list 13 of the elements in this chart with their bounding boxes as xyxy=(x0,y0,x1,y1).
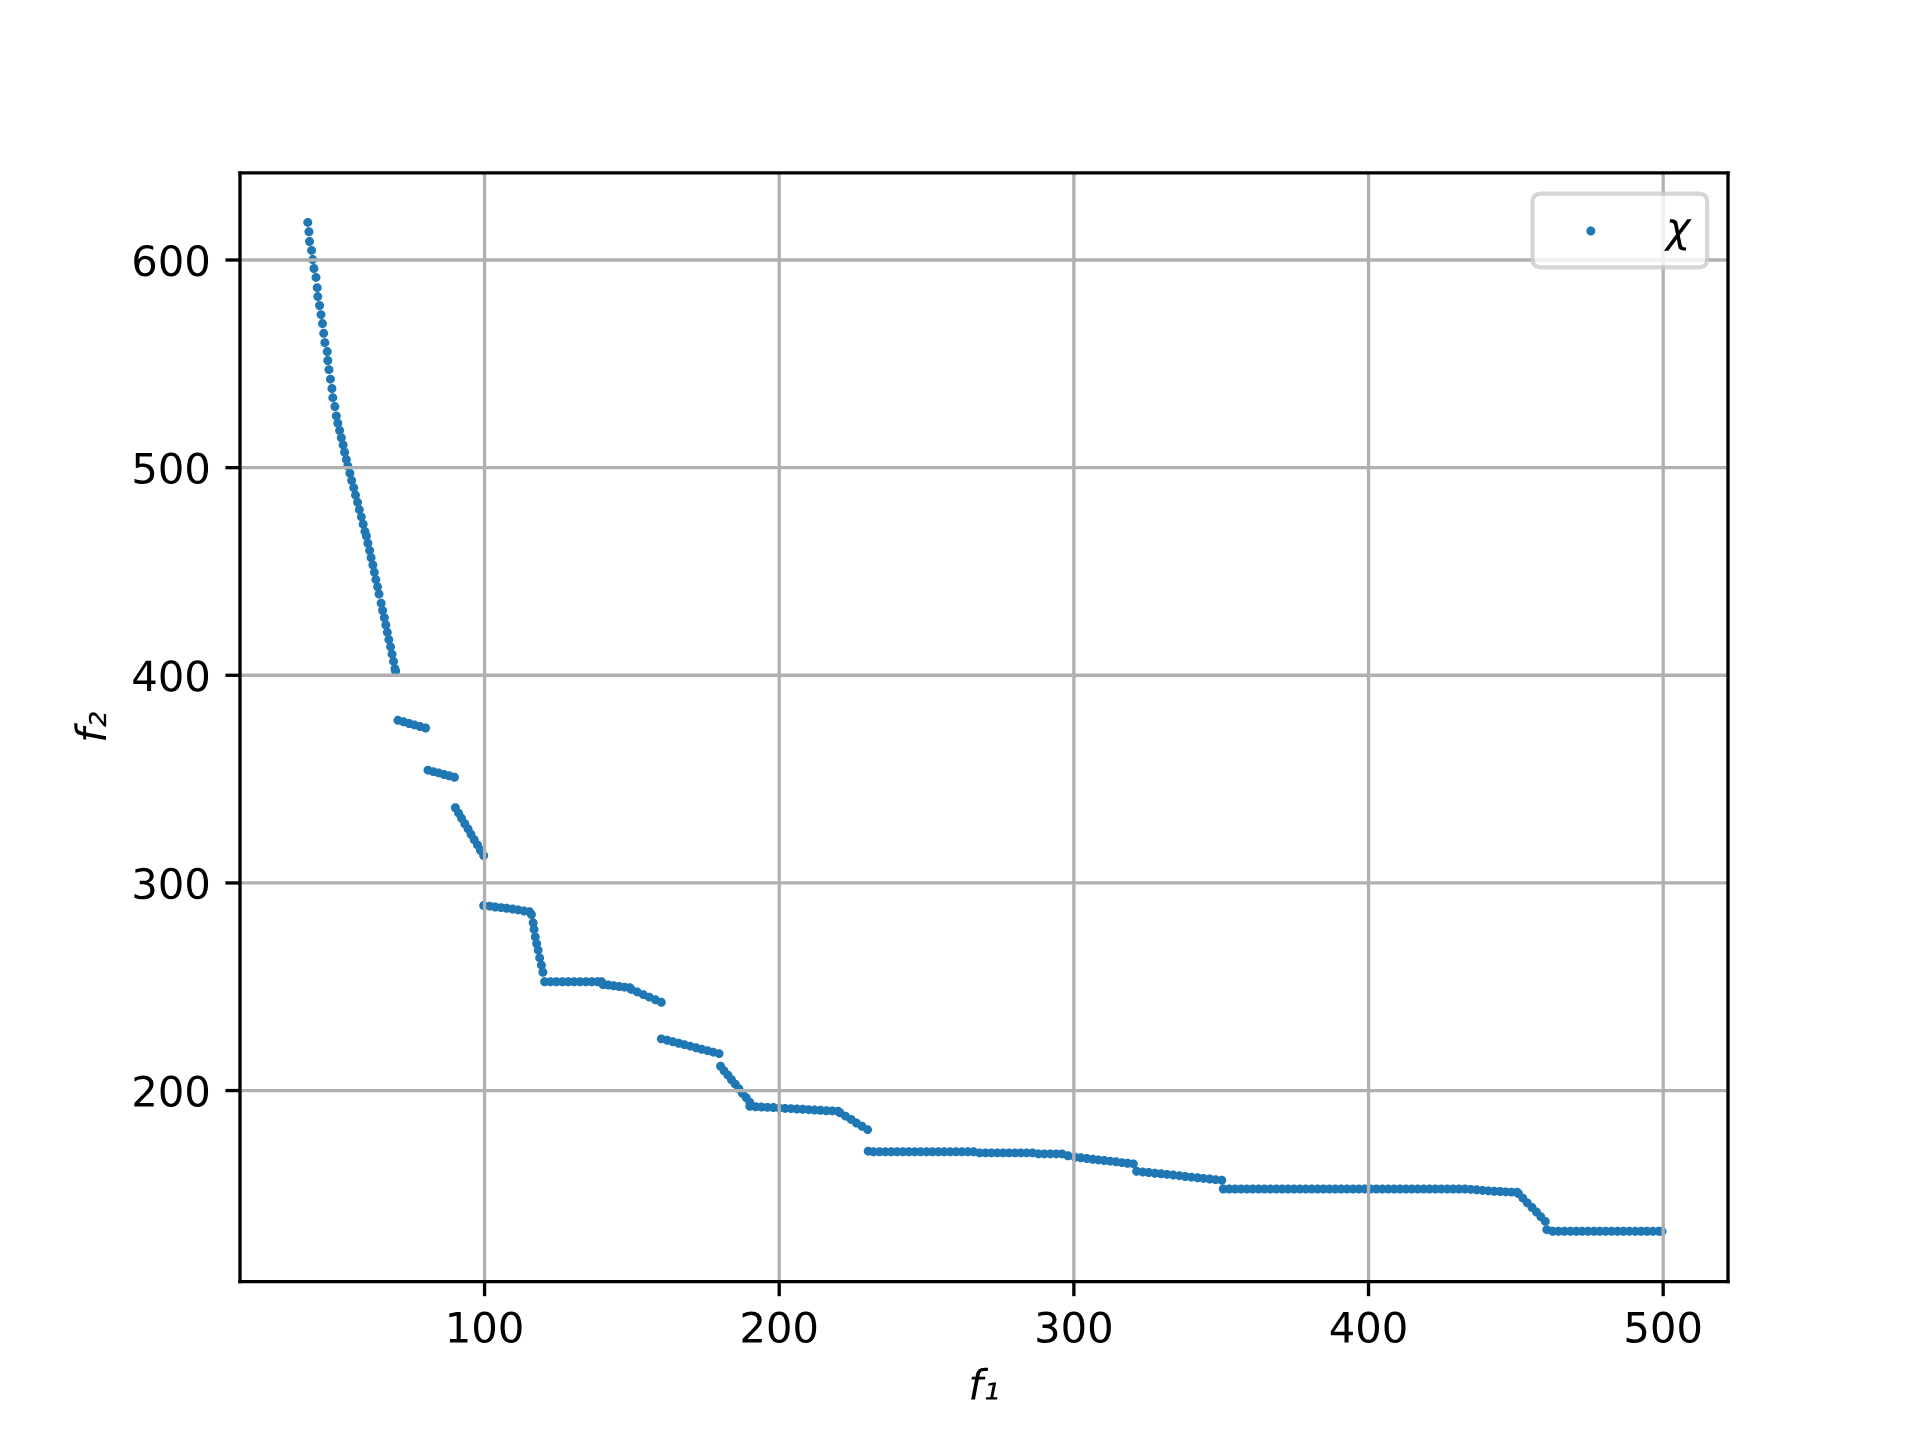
legend-label: χ xyxy=(1663,219,1692,251)
y-tick-label: 200 xyxy=(134,1075,209,1107)
x-tick-label: 200 xyxy=(742,1311,817,1344)
x-tick-label: 300 xyxy=(1037,1311,1111,1344)
y-tick-label: 500 xyxy=(134,452,209,485)
x-axis-title: f₁ xyxy=(971,1367,998,1400)
y-tick-label: 600 xyxy=(134,244,209,277)
x-tick-label: 100 xyxy=(449,1311,522,1344)
x-tick-label: 500 xyxy=(1626,1311,1701,1344)
y-axis-title: f₂ xyxy=(74,712,107,741)
x-tick-label: 400 xyxy=(1330,1311,1406,1344)
y-tick-label: 400 xyxy=(133,660,209,692)
y-tick-label: 300 xyxy=(134,867,209,900)
